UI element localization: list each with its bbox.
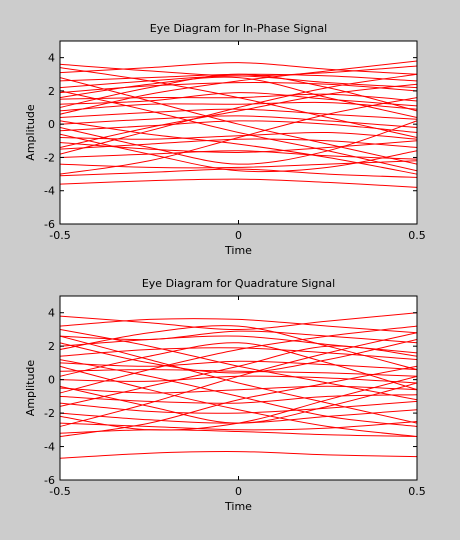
trace-9 bbox=[60, 108, 417, 120]
y-tick-label: 2 bbox=[48, 340, 55, 353]
trace-4 bbox=[60, 75, 417, 89]
trace-27 bbox=[60, 382, 417, 424]
chart-title: Eye Diagram for Quadrature Signal bbox=[142, 277, 335, 290]
chart-title: Eye Diagram for In-Phase Signal bbox=[150, 22, 327, 35]
trace-17 bbox=[60, 335, 417, 424]
trace-1 bbox=[60, 312, 417, 331]
x-tick-label: 0 bbox=[235, 229, 242, 242]
trace-2 bbox=[60, 62, 417, 75]
x-tick-label: -0.5 bbox=[49, 229, 70, 242]
trace-9 bbox=[60, 385, 417, 394]
trace-26 bbox=[60, 120, 417, 165]
trace-11 bbox=[60, 120, 417, 133]
trace-13 bbox=[60, 421, 417, 431]
trace-23 bbox=[60, 329, 417, 401]
x-tick-label: 0.5 bbox=[408, 485, 426, 498]
trace-25 bbox=[60, 73, 417, 112]
trace-18 bbox=[60, 325, 417, 394]
trace-28 bbox=[60, 339, 417, 374]
trace-7 bbox=[60, 369, 417, 377]
eye-traces bbox=[60, 60, 417, 188]
trace-6 bbox=[60, 360, 417, 371]
trace-14 bbox=[60, 429, 417, 437]
chart-panel-2: -0.5 0 0.5 -6 -4 -2 0 2 4 Eye Diagram for Quadrat… bbox=[24, 277, 426, 513]
trace-20 bbox=[60, 77, 417, 165]
trace-18 bbox=[60, 178, 417, 188]
trace-28 bbox=[60, 83, 417, 148]
trace-7 bbox=[60, 92, 417, 107]
x-axis-label: Time bbox=[224, 244, 252, 257]
y-tick-label: -6 bbox=[44, 218, 55, 231]
y-tick-label: 2 bbox=[48, 85, 55, 98]
trace-15 bbox=[60, 451, 417, 459]
trace-21 bbox=[60, 60, 417, 115]
trace-24 bbox=[60, 97, 417, 175]
trace-17 bbox=[60, 168, 417, 178]
trace-30 bbox=[60, 76, 417, 118]
y-axis-label: Amplitude bbox=[24, 360, 37, 417]
x-tick-label: 0.5 bbox=[408, 229, 426, 242]
x-axis-label: Time bbox=[224, 500, 252, 513]
plot-area bbox=[60, 296, 417, 480]
y-axis-label: Amplitude bbox=[24, 104, 37, 161]
y-tick-label: -4 bbox=[44, 185, 55, 198]
trace-2 bbox=[60, 318, 417, 334]
chart-panel-1: -0.5 0 0.5 -6 -4 -2 0 2 4 Eye Diagram for In-Phas… bbox=[24, 22, 426, 257]
trace-23 bbox=[60, 90, 417, 172]
trace-10 bbox=[60, 115, 417, 128]
trace-13 bbox=[60, 140, 417, 154]
trace-19 bbox=[60, 73, 417, 155]
trace-14 bbox=[60, 138, 417, 150]
y-tick-label: 4 bbox=[48, 307, 55, 320]
trace-27 bbox=[60, 67, 417, 138]
trace-11 bbox=[60, 400, 417, 414]
y-tick-label: -2 bbox=[44, 151, 55, 164]
y-tick-label: -4 bbox=[44, 441, 55, 454]
y-tick-label: 0 bbox=[48, 374, 55, 387]
y-tick-label: 0 bbox=[48, 118, 55, 131]
trace-16 bbox=[60, 332, 417, 427]
y-tick-label: 4 bbox=[48, 52, 55, 65]
x-tick-label: 0 bbox=[235, 485, 242, 498]
eye-traces bbox=[60, 312, 417, 459]
trace-19 bbox=[60, 365, 417, 437]
trace-29 bbox=[60, 120, 417, 175]
trace-25 bbox=[60, 342, 417, 391]
x-tick-label: -0.5 bbox=[49, 485, 70, 498]
trace-26 bbox=[60, 359, 417, 427]
trace-3 bbox=[60, 330, 417, 344]
y-tick-label: -6 bbox=[44, 474, 55, 487]
trace-24 bbox=[60, 365, 417, 437]
y-tick-label: -2 bbox=[44, 407, 55, 420]
